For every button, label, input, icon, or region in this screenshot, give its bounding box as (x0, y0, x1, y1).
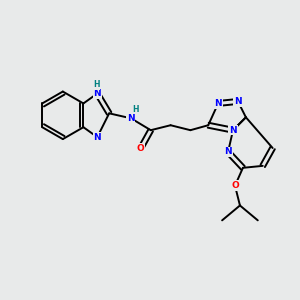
Text: O: O (137, 143, 145, 152)
Text: N: N (234, 97, 242, 106)
Text: N: N (214, 99, 222, 108)
Text: N: N (127, 114, 135, 123)
Text: N: N (224, 148, 232, 157)
Text: H: H (133, 105, 139, 114)
Text: N: N (94, 89, 101, 98)
Text: O: O (231, 181, 239, 190)
Text: H: H (93, 80, 100, 89)
Text: N: N (229, 126, 237, 135)
Text: N: N (94, 133, 101, 142)
